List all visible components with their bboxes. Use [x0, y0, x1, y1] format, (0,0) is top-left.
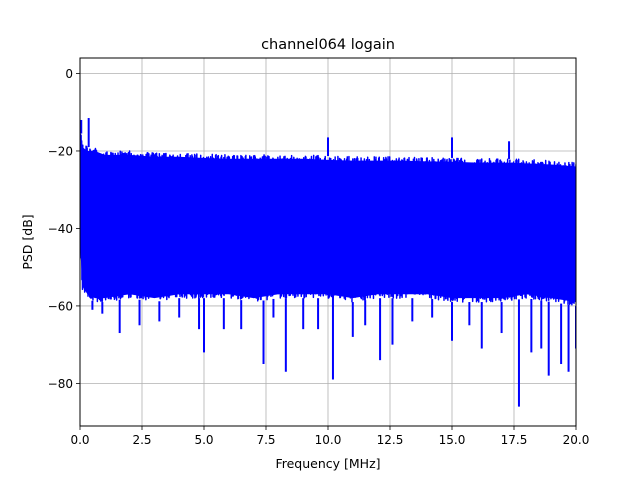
x-tick-label: 12.5: [377, 433, 404, 447]
x-tick-label: 17.5: [501, 433, 528, 447]
series-layer: [80, 118, 576, 407]
x-axis-label: Frequency [MHz]: [275, 456, 380, 471]
psd-line: [80, 133, 576, 306]
x-tick-label: 7.5: [256, 433, 275, 447]
x-tick-label: 10.0: [315, 433, 342, 447]
y-tick-label: −80: [48, 377, 73, 391]
y-tick-label: −40: [48, 222, 73, 236]
x-tick-label: 15.0: [439, 433, 466, 447]
x-tick-label: 0.0: [70, 433, 89, 447]
y-axis-label: PSD [dB]: [20, 214, 35, 269]
y-tick-label: −60: [48, 299, 73, 313]
y-tick-label: −20: [48, 144, 73, 158]
y-tick-label: 0: [65, 67, 73, 81]
x-tick-label: 5.0: [194, 433, 213, 447]
x-axis-ticks: 0.0 2.5 5.0 7.5 10.0 12.5 15.0 17.5 20.0: [70, 426, 589, 447]
x-tick-label: 20.0: [563, 433, 590, 447]
y-axis-ticks: 0 −20 −40 −60 −80: [48, 67, 80, 391]
chart-title: channel064 logain: [261, 37, 395, 53]
x-tick-label: 2.5: [132, 433, 151, 447]
